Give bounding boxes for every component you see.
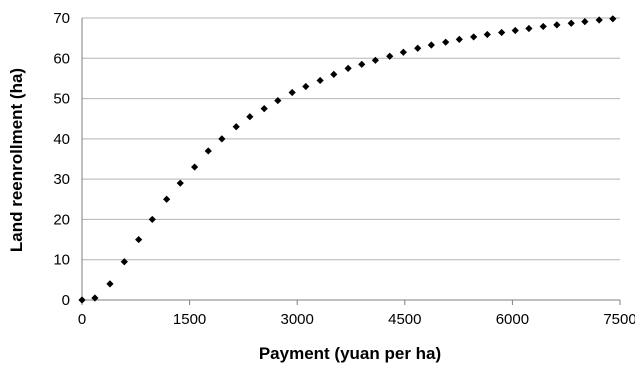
tick-labels: 0 10 20 30 40 50 60 70 0 1500 3000 4500 6000 7500 xyxy=(53,10,635,328)
data-point xyxy=(274,96,282,105)
y-tick-label-50: 50 xyxy=(53,91,70,108)
data-point xyxy=(483,30,491,39)
data-point xyxy=(106,280,114,288)
y-tick-label-70: 70 xyxy=(53,10,70,27)
data-point xyxy=(260,105,268,113)
data-point xyxy=(498,28,506,37)
y-tick-label-10: 10 xyxy=(53,252,70,269)
data-point xyxy=(288,88,296,97)
data-point xyxy=(316,76,324,85)
data-point xyxy=(344,64,352,72)
data-point xyxy=(330,70,338,78)
y-tick-label-20: 20 xyxy=(53,211,70,228)
y-tick-label-60: 60 xyxy=(53,50,70,67)
data-point xyxy=(120,258,128,266)
data-point xyxy=(371,56,379,64)
x-tick-label-1500: 1500 xyxy=(173,311,206,328)
data-point xyxy=(191,163,199,171)
data-point xyxy=(218,135,226,143)
data-point xyxy=(386,52,394,60)
axes xyxy=(81,18,621,305)
data-point xyxy=(567,19,575,27)
data-point xyxy=(455,35,463,43)
data-point xyxy=(511,26,519,35)
data-point xyxy=(302,82,310,91)
data-point xyxy=(609,15,617,23)
data-point xyxy=(399,48,407,56)
data-point xyxy=(246,113,254,121)
data-point xyxy=(148,215,156,224)
x-tick-label-4500: 4500 xyxy=(388,311,421,328)
x-tick-label-3000: 3000 xyxy=(281,311,314,328)
data-point xyxy=(176,179,184,187)
data-point xyxy=(163,195,171,203)
y-tick-label-30: 30 xyxy=(53,171,70,188)
x-tick-label-6000: 6000 xyxy=(496,311,529,328)
data-points xyxy=(78,15,617,304)
data-point xyxy=(91,294,99,302)
data-point xyxy=(442,38,450,46)
y-axis-title: Land reenrollment (ha) xyxy=(7,68,26,252)
data-point xyxy=(539,22,547,31)
data-point xyxy=(427,41,435,49)
y-tick-label-40: 40 xyxy=(53,131,70,148)
data-point xyxy=(204,147,212,155)
data-point xyxy=(232,123,240,131)
data-point xyxy=(414,44,422,52)
y-tick-label-0: 0 xyxy=(62,292,70,309)
x-tick-label-7500: 7500 xyxy=(603,311,635,328)
data-point xyxy=(581,18,589,26)
data-point xyxy=(135,235,143,244)
data-point xyxy=(525,24,533,33)
data-point xyxy=(78,296,86,304)
data-point xyxy=(358,60,366,68)
data-point xyxy=(595,16,603,24)
data-point xyxy=(470,33,478,41)
data-point xyxy=(553,21,561,29)
grid-lines xyxy=(82,17,620,261)
x-axis-title: Payment (yuan per ha) xyxy=(259,344,441,363)
x-tick-label-0: 0 xyxy=(78,311,86,328)
